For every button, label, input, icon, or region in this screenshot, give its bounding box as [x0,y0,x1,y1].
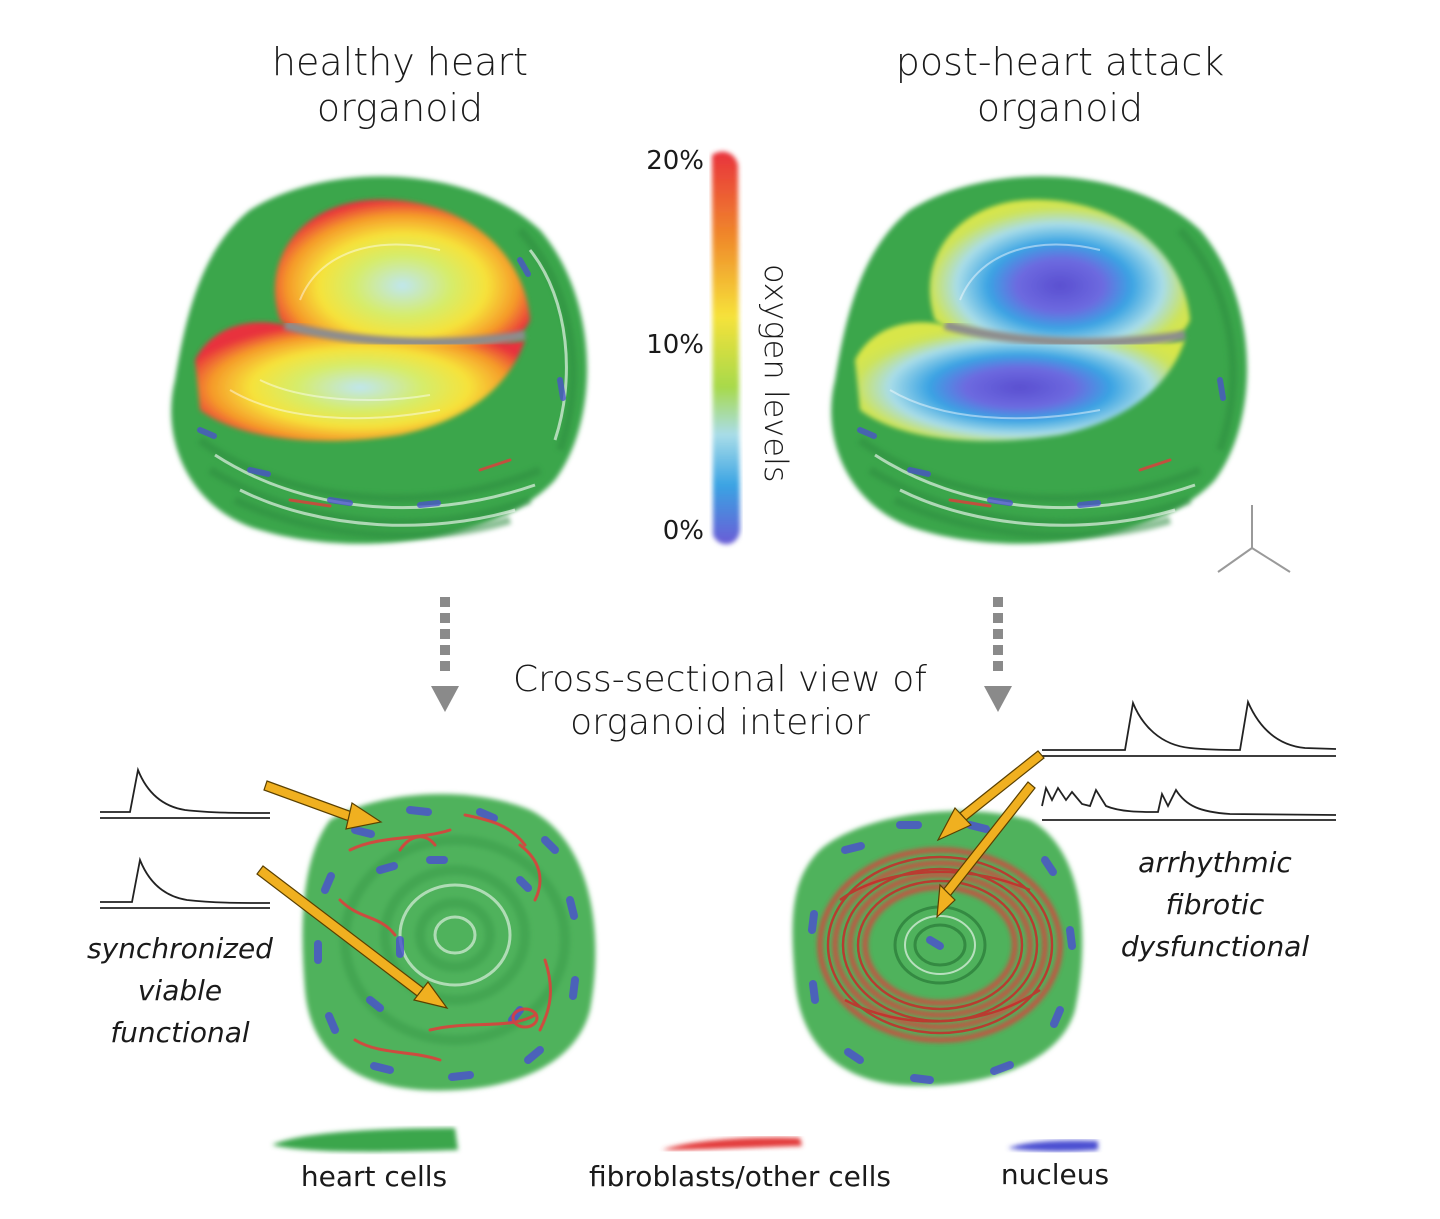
cross-section-line1: Cross-sectional view of [513,659,927,700]
oxygen-tick-20: 20% [646,146,704,176]
legend-fibroblasts: fibroblasts/other cells [589,1160,891,1193]
oxygen-tick-0: 0% [662,516,704,546]
healthy-cross-section [302,793,596,1091]
healthy-descriptor-2: viable [137,974,223,1007]
axis-glyph [1217,505,1291,573]
yellow-arrows [256,750,1045,1009]
arrow-left-upper [263,780,383,830]
healthy-organoid-illustration [171,176,588,544]
oxygen-tick-10: 10% [646,330,704,360]
healthy-descriptor-3: functional [110,1016,250,1049]
healthy-title-line2: organoid [316,85,484,130]
attack-descriptors: arrhythmic fibrotic dysfunctional [1110,842,1320,968]
attack-title-line2: organoid [976,85,1144,130]
legend-swatches [272,1128,1098,1152]
attack-trace-2 [1041,785,1337,821]
attack-organoid-illustration [831,176,1248,544]
attack-descriptor-2: fibrotic [1165,888,1265,921]
healthy-descriptor-1: synchronized [87,932,273,965]
healthy-trace-2 [100,856,271,909]
arrow-right-lower [936,781,1036,919]
attack-title: post-heart attack organoid [880,40,1240,131]
healthy-trace-1 [100,766,271,819]
dotted-arrow-right [984,597,1012,712]
attack-descriptor-1: arrhythmic [1138,846,1292,879]
cross-section-caption: Cross-sectional view of organoid interio… [470,658,970,744]
arrow-right-upper [936,750,1045,842]
dotted-arrow-left [431,597,459,712]
oxygen-scale-label: oxygen levels [757,264,795,483]
attack-descriptor-3: dysfunctional [1120,930,1310,963]
healthy-descriptors: synchronized viable functional [70,928,290,1054]
oxygen-scale-bar [712,151,740,545]
arrow-left-lower [256,865,449,1009]
cross-section-line2: organoid interior [570,702,870,744]
legend-heart-cells: heart cells [300,1160,448,1193]
attack-cross-section [792,811,1083,1086]
healthy-title: healthy heart organoid [240,40,560,131]
attack-title-line1: post-heart attack [895,40,1225,84]
legend-nucleus: nucleus [1000,1158,1110,1191]
attack-trace-1 [1042,698,1337,757]
healthy-title-line1: healthy heart [271,40,529,84]
